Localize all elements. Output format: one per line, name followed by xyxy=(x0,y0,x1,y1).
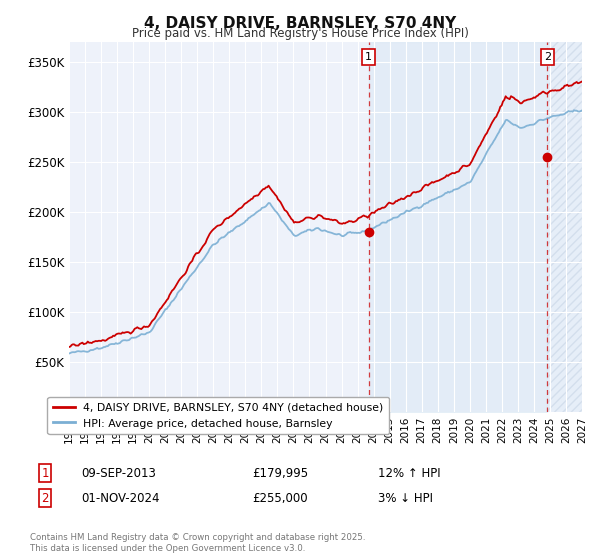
Text: 09-SEP-2013: 09-SEP-2013 xyxy=(81,466,156,480)
Text: 01-NOV-2024: 01-NOV-2024 xyxy=(81,492,160,505)
Text: 3% ↓ HPI: 3% ↓ HPI xyxy=(378,492,433,505)
Text: £179,995: £179,995 xyxy=(252,466,308,480)
Text: Contains HM Land Registry data © Crown copyright and database right 2025.
This d: Contains HM Land Registry data © Crown c… xyxy=(30,533,365,553)
Text: 4, DAISY DRIVE, BARNSLEY, S70 4NY: 4, DAISY DRIVE, BARNSLEY, S70 4NY xyxy=(144,16,456,31)
Text: 12% ↑ HPI: 12% ↑ HPI xyxy=(378,466,440,480)
Text: 1: 1 xyxy=(41,466,49,480)
Text: 2: 2 xyxy=(544,52,551,62)
Text: £255,000: £255,000 xyxy=(252,492,308,505)
Legend: 4, DAISY DRIVE, BARNSLEY, S70 4NY (detached house), HPI: Average price, detached: 4, DAISY DRIVE, BARNSLEY, S70 4NY (detac… xyxy=(47,397,389,434)
Text: 2: 2 xyxy=(41,492,49,505)
Polygon shape xyxy=(547,42,582,412)
Text: Price paid vs. HM Land Registry's House Price Index (HPI): Price paid vs. HM Land Registry's House … xyxy=(131,27,469,40)
Text: 1: 1 xyxy=(365,52,372,62)
